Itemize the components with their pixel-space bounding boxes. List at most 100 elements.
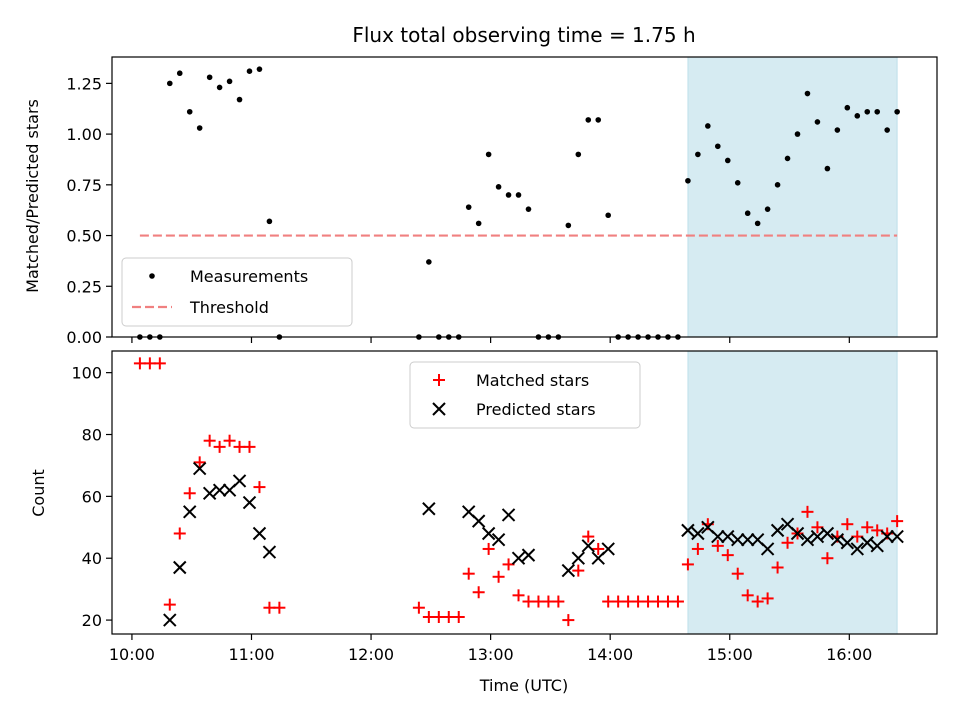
matched-point: [841, 518, 854, 531]
y-tick-label: 80: [82, 426, 102, 445]
measurement-point: [705, 123, 711, 129]
x-tick-label: 13:00: [468, 645, 514, 664]
predicted-point: [681, 523, 695, 538]
predicted-point: [731, 532, 745, 547]
measurement-point: [695, 151, 701, 158]
matched-point: [711, 539, 724, 552]
matched-point: [851, 530, 864, 543]
legend: Measurements Threshold: [121, 257, 353, 327]
measurement-point: [266, 218, 273, 225]
matched-point: [223, 434, 236, 447]
matched-point: [592, 542, 605, 555]
matched-point: [751, 595, 764, 608]
predicted-point: [471, 514, 486, 528]
predicted-point: [262, 545, 277, 559]
measurement-point: [884, 127, 890, 133]
matched-point: [253, 481, 266, 494]
matched-point: [452, 610, 465, 623]
measurement-point: [206, 74, 213, 81]
matched-point: [203, 434, 216, 447]
measurement-point: [505, 192, 512, 198]
measurement-point: [854, 113, 861, 119]
predicted-point: [422, 502, 436, 516]
measurement-point: [605, 212, 611, 219]
predicted-point: [242, 495, 257, 510]
predicted-point: [501, 508, 516, 522]
series-matched-stars: [133, 357, 904, 627]
matched-point: [741, 589, 754, 602]
predicted-point: [212, 483, 227, 497]
series-measurements: [137, 66, 900, 340]
measurement-point: [585, 117, 592, 123]
measurement-point: [196, 125, 203, 131]
axes-frame: [111, 56, 938, 338]
measurement-point: [236, 96, 243, 103]
matched-point: [721, 549, 734, 562]
measurement-point: [186, 108, 193, 115]
highlight-span: [687, 350, 898, 635]
measurement-point: [485, 151, 492, 158]
y-tick-label: 1.00: [66, 125, 102, 144]
matched-point: [552, 595, 565, 608]
matched-point: [163, 598, 176, 611]
matched-point: [771, 561, 784, 574]
y-axis-label-ratio: Matched/Predicted stars: [23, 99, 42, 293]
measurement-point: [595, 117, 602, 123]
x-axis-label: Time (UTC): [479, 676, 568, 695]
highlight-span: [687, 56, 898, 338]
matched-point: [572, 564, 585, 577]
predicted-point: [491, 532, 506, 547]
measurement-point: [525, 206, 532, 212]
predicted-point: [760, 542, 775, 556]
y-tick-label: 1.25: [66, 74, 102, 93]
measurement-point: [814, 119, 821, 125]
predicted-point: [800, 532, 815, 547]
measurement-point: [894, 108, 900, 115]
matched-point: [412, 601, 425, 614]
y-tick-label: 0.50: [66, 227, 102, 246]
predicted-point: [721, 529, 735, 544]
predicted-point: [820, 526, 835, 541]
measurement-point: [575, 151, 582, 158]
x-tick-label: 10:00: [109, 645, 155, 664]
matched-point: [512, 589, 525, 602]
y-tick-label: 60: [82, 487, 102, 506]
predicted-point: [192, 461, 207, 476]
axes-frame: [111, 350, 938, 635]
y-tick-label: 0.25: [66, 277, 102, 296]
measurement-point: [426, 259, 432, 265]
legend-label-measurements: Measurements: [190, 267, 308, 286]
legend-label-matched: Matched stars: [476, 371, 589, 390]
matched-point: [173, 527, 186, 540]
x-tick-label: 14:00: [587, 645, 633, 664]
matched-point: [273, 601, 286, 614]
matched-point: [811, 521, 824, 534]
matched-point: [472, 586, 485, 599]
measurement-point: [734, 179, 741, 186]
measurement-point: [864, 108, 871, 115]
measurement-point: [834, 127, 841, 133]
predicted-point: [521, 548, 536, 562]
measurement-point: [724, 157, 731, 164]
measurement-point: [216, 84, 223, 91]
predicted-point: [840, 536, 855, 550]
measurement-point: [754, 220, 761, 227]
predicted-point: [790, 526, 805, 541]
legend-marker-measurements: [149, 273, 155, 279]
measurement-point: [256, 66, 263, 72]
x-tick-label: 15:00: [707, 645, 753, 664]
matched-point: [821, 552, 834, 565]
matched-point: [871, 524, 884, 537]
predicted-point: [481, 526, 496, 541]
matched-point: [492, 570, 505, 583]
measurement-point: [764, 206, 771, 212]
predicted-point: [810, 529, 825, 544]
measurement-point: [744, 210, 751, 217]
matched-point: [153, 357, 166, 370]
predicted-point: [850, 542, 864, 556]
legend-label-predicted: Predicted stars: [476, 400, 596, 419]
measurement-point: [475, 220, 482, 227]
measurement-point: [495, 184, 502, 190]
predicted-point: [601, 542, 615, 556]
